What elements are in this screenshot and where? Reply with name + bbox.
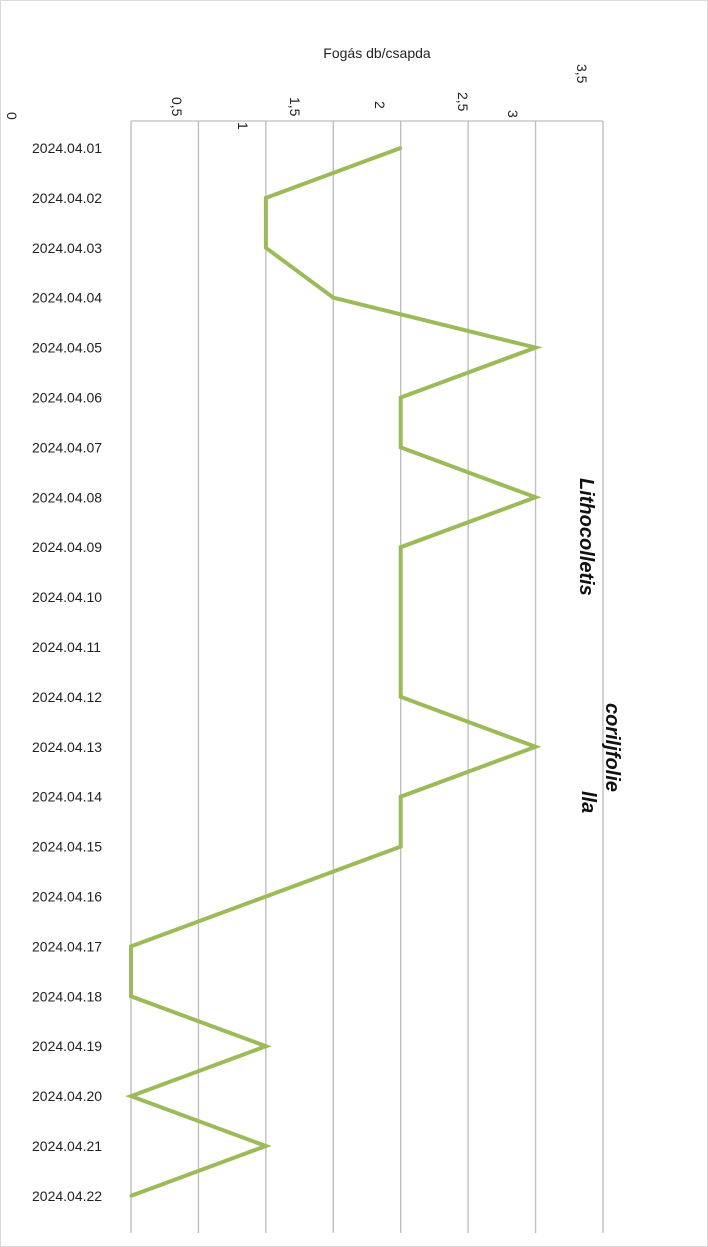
category-label: 2024.04.03: [32, 240, 102, 256]
data-point: [264, 895, 268, 898]
value-tick-label: 1: [235, 122, 251, 130]
data-point: [264, 246, 268, 250]
data-point: [534, 745, 538, 749]
series-line: [125, 146, 543, 1198]
data-point: [399, 795, 403, 799]
category-label: 2024.04.01: [32, 140, 102, 156]
value-tick-label: 2: [372, 101, 388, 109]
category-label: 2024.04.21: [32, 1138, 102, 1154]
value-tick-label: 3,5: [574, 64, 590, 84]
series-title-line: Lithocolletis: [575, 478, 597, 596]
category-label: 2024.04.04: [32, 290, 102, 306]
data-point: [399, 545, 403, 549]
data-point: [399, 645, 403, 649]
value-tick-label: 0,5: [169, 97, 185, 117]
data-point: [264, 196, 268, 200]
category-label: 2024.04.10: [32, 589, 102, 605]
category-label: 2024.04.11: [32, 639, 101, 655]
data-point: [264, 1044, 268, 1048]
data-point: [129, 1094, 133, 1098]
series-layer: [125, 146, 543, 1198]
gridlines: [130, 120, 604, 1233]
category-label: 2024.04.08: [32, 489, 102, 505]
data-point: [399, 695, 403, 699]
category-label: 2024.04.22: [32, 1188, 102, 1204]
data-point: [331, 296, 335, 300]
data-point: [129, 944, 133, 948]
category-label: 2024.04.13: [32, 739, 102, 755]
category-label: 2024.04.07: [32, 439, 102, 455]
series-title-line: coriljfolie: [601, 703, 623, 792]
value-axis-title: Fogás db/csapda: [323, 45, 431, 61]
value-tick-label: 3: [505, 110, 521, 118]
category-label: 2024.04.14: [32, 789, 102, 805]
category-label: 2024.04.18: [32, 988, 102, 1004]
category-label: 2024.04.12: [32, 689, 102, 705]
data-point: [399, 445, 403, 449]
data-point: [399, 845, 403, 849]
category-label: 2024.04.16: [32, 889, 102, 905]
data-point: [534, 346, 538, 350]
data-point: [399, 146, 403, 150]
category-axis: 2024.04.01 2024.04.02 2024.04.03 2024.04.04…: [32, 140, 102, 1204]
category-label: 2024.04.19: [32, 1038, 102, 1054]
value-tick-label: 0: [4, 112, 20, 120]
category-label: 2024.04.05: [32, 340, 102, 356]
series-title-line: lla: [577, 791, 599, 813]
category-label: 2024.04.06: [32, 390, 102, 406]
data-point: [399, 595, 403, 599]
value-tick-label: 1,5: [287, 97, 303, 117]
data-point: [264, 1144, 268, 1148]
data-point: [399, 396, 403, 399]
data-point: [129, 994, 133, 998]
value-axis: 0 0,5 1 1,5 2 2,5 3 3,5: [4, 64, 590, 130]
category-label: 2024.04.15: [32, 839, 102, 855]
data-point: [534, 495, 538, 499]
category-label: 2024.04.20: [32, 1088, 102, 1104]
value-tick-label: 2,5: [455, 92, 471, 112]
data-point: [129, 1194, 133, 1198]
category-label: 2024.04.02: [32, 190, 102, 206]
category-label: 2024.04.09: [32, 539, 102, 555]
category-label: 2024.04.17: [32, 938, 102, 954]
